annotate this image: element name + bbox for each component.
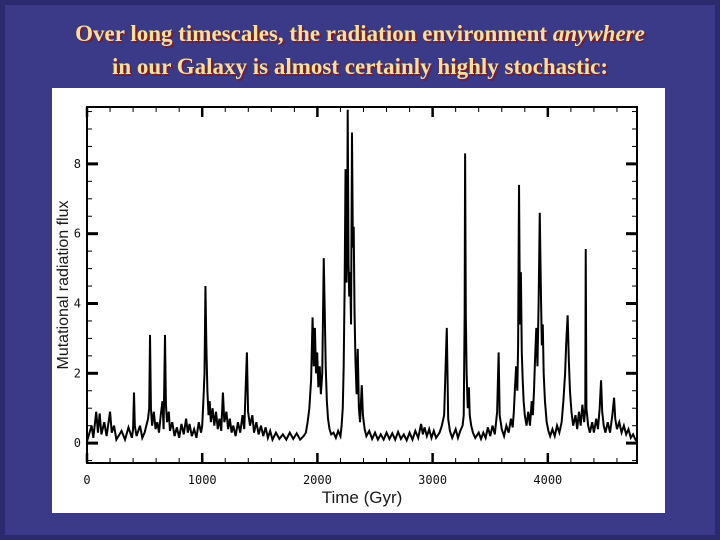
slide-title-line2: in our Galaxy is almost certainly highly… <box>112 54 608 79</box>
x-tick-label: 4000 <box>533 473 562 487</box>
y-tick-label: 8 <box>74 157 81 171</box>
x-tick-label: 3000 <box>418 473 447 487</box>
axis-frame <box>86 106 638 464</box>
y-tick-label: 2 <box>74 366 81 380</box>
y-tick-label: 0 <box>74 436 81 450</box>
flux-series-line <box>86 109 638 443</box>
x-axis-title: Time (Gyr) <box>322 488 403 507</box>
slide-title: Over long timescales, the radiation envi… <box>0 17 720 83</box>
radiation-flux-chart: 0 1000 2000 3000 4000 0 2 4 6 8 Time (Gyr) Mutation… <box>52 88 665 513</box>
y-tick-label: 4 <box>74 296 81 310</box>
x-tick-label: 2000 <box>303 473 332 487</box>
time-series-plot: 0 1000 2000 3000 4000 0 2 4 6 8 Time (Gyr) Mutation… <box>55 106 638 507</box>
y-tick-label: 6 <box>74 227 81 241</box>
y-axis-title: Mutational radiation flux <box>55 201 72 370</box>
x-tick-label: 0 <box>83 473 90 487</box>
x-tick-label: 1000 <box>188 473 217 487</box>
title-line1-text: Over long timescales, the radiation envi… <box>75 21 553 46</box>
title-line1-emphasis: anywhere <box>552 21 645 46</box>
slide-title-line1: Over long timescales, the radiation envi… <box>0 17 720 50</box>
